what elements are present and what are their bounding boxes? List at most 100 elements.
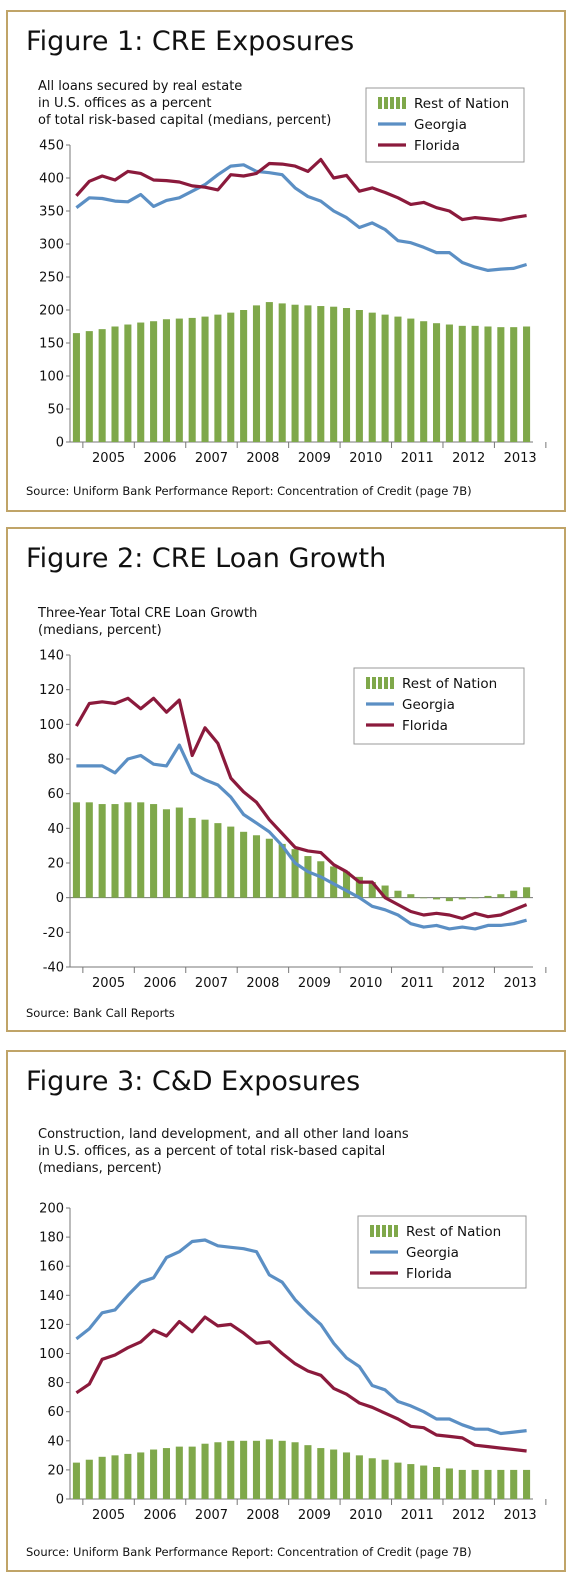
y-tick-label: 100 xyxy=(39,718,64,733)
bar-rest-of-nation xyxy=(445,324,453,442)
bar-rest-of-nation xyxy=(137,802,145,898)
x-tick-label: 2007 xyxy=(195,451,228,466)
legend-swatch-bars xyxy=(384,677,388,689)
bar-rest-of-nation xyxy=(98,1456,106,1499)
bar-rest-of-nation xyxy=(291,849,299,898)
bar-rest-of-nation xyxy=(497,1469,505,1499)
bar-rest-of-nation xyxy=(458,325,466,442)
figure-3-title: Figure 3: C&D Exposures xyxy=(26,1066,361,1097)
figure-3-panel: Figure 3: C&D Exposures Construction, la… xyxy=(6,1050,566,1572)
y-tick-label: 160 xyxy=(39,1260,64,1275)
x-tick-label: 2006 xyxy=(143,976,176,991)
line-florida xyxy=(75,1315,527,1453)
bar-rest-of-nation xyxy=(291,304,299,442)
subtitle-line: Three-Year Total CRE Loan Growth xyxy=(38,606,258,621)
bar-rest-of-nation xyxy=(381,1459,389,1499)
figure-2-title: Figure 2: CRE Loan Growth xyxy=(26,543,387,574)
bar-rest-of-nation xyxy=(381,314,389,442)
bar-rest-of-nation xyxy=(445,897,453,902)
y-tick-label: 0 xyxy=(56,436,64,451)
y-tick-label: 150 xyxy=(39,337,64,352)
legend-swatch-bars xyxy=(396,97,400,109)
legend-swatch-bars xyxy=(376,1225,380,1237)
bar-rest-of-nation xyxy=(471,325,479,442)
bar-rest-of-nation xyxy=(523,1469,531,1499)
bar-rest-of-nation xyxy=(72,1462,80,1499)
bar-rest-of-nation xyxy=(304,305,312,442)
figure-1-subtitle: All loans secured by real estate in U.S.… xyxy=(38,78,331,129)
bar-rest-of-nation xyxy=(137,1452,145,1499)
bar-rest-of-nation xyxy=(201,819,209,898)
x-tick-label: 2012 xyxy=(452,1508,485,1523)
subtitle-line: (medians, percent) xyxy=(38,1161,162,1176)
y-tick-label: 450 xyxy=(39,139,64,154)
y-tick-label: 100 xyxy=(39,1347,64,1362)
x-tick-label: 2010 xyxy=(349,976,382,991)
figure-3-subtitle: Construction, land development, and all … xyxy=(38,1126,409,1177)
x-tick-label: 2013 xyxy=(504,1508,537,1523)
y-tick-label: 0 xyxy=(56,1493,64,1508)
x-tick-label: 2011 xyxy=(401,451,434,466)
bar-rest-of-nation xyxy=(98,804,106,898)
bar-rest-of-nation xyxy=(355,310,363,442)
bar-rest-of-nation xyxy=(471,897,479,899)
bar-rest-of-nation xyxy=(471,1469,479,1499)
y-tick-label: 200 xyxy=(39,1202,64,1217)
bar-rest-of-nation xyxy=(317,1448,325,1499)
bar-rest-of-nation xyxy=(433,1466,441,1499)
bar-rest-of-nation xyxy=(188,317,196,442)
legend-label: Georgia xyxy=(406,1245,459,1261)
line-florida xyxy=(75,157,527,222)
line-georgia xyxy=(75,1238,527,1436)
figure-2-subtitle: Three-Year Total CRE Loan Growth (median… xyxy=(38,605,257,639)
bar-rest-of-nation xyxy=(240,831,248,898)
legend-label: Florida xyxy=(402,718,448,734)
bar-rest-of-nation xyxy=(124,324,132,442)
x-tick-label: 2008 xyxy=(246,451,279,466)
bar-rest-of-nation xyxy=(278,843,286,898)
bar-rest-of-nation xyxy=(484,895,492,898)
x-tick-label: 2008 xyxy=(246,1508,279,1523)
bar-rest-of-nation xyxy=(137,322,145,442)
bar-rest-of-nation xyxy=(458,1469,466,1499)
bar-rest-of-nation xyxy=(381,885,389,898)
bar-rest-of-nation xyxy=(227,826,235,898)
legend-swatch-bars xyxy=(384,97,388,109)
y-tick-label: 50 xyxy=(47,403,64,418)
x-tick-label: 2011 xyxy=(401,976,434,991)
bar-rest-of-nation xyxy=(368,312,376,442)
bar-rest-of-nation xyxy=(162,1448,170,1499)
y-tick-label: 80 xyxy=(47,753,64,768)
legend-swatch-bars xyxy=(382,1225,386,1237)
bar-rest-of-nation xyxy=(150,321,158,442)
legend-swatch-bars xyxy=(390,97,394,109)
bar-rest-of-nation xyxy=(510,890,518,898)
figure-2-panel: Figure 2: CRE Loan Growth Three-Year Tot… xyxy=(6,527,566,1032)
bar-rest-of-nation xyxy=(111,804,119,898)
figure-3-source: Source: Uniform Bank Performance Report:… xyxy=(26,1545,472,1559)
x-tick-label: 2009 xyxy=(298,1508,331,1523)
y-tick-label: 80 xyxy=(47,1376,64,1391)
legend-label: Georgia xyxy=(414,117,467,133)
bar-rest-of-nation xyxy=(124,1453,132,1499)
bar-rest-of-nation xyxy=(252,1440,261,1499)
bar-rest-of-nation xyxy=(98,329,106,442)
y-tick-label: 250 xyxy=(39,271,64,286)
bar-rest-of-nation xyxy=(317,306,325,442)
subtitle-line: in U.S. offices, as a percent of total r… xyxy=(38,1144,386,1159)
legend-label: Florida xyxy=(414,138,460,154)
figure-1-panel: Figure 1: CRE Exposures All loans secure… xyxy=(6,10,566,512)
bar-rest-of-nation xyxy=(72,802,80,898)
figure-2-source: Source: Bank Call Reports xyxy=(26,1006,175,1020)
bar-rest-of-nation xyxy=(278,303,286,442)
y-tick-label: 60 xyxy=(47,1405,64,1420)
bar-rest-of-nation xyxy=(214,823,222,898)
x-tick-label: 2006 xyxy=(143,1508,176,1523)
bar-rest-of-nation xyxy=(150,804,158,898)
bar-rest-of-nation xyxy=(342,308,351,442)
x-tick-label: 2005 xyxy=(92,1508,125,1523)
legend-label: Florida xyxy=(406,1266,452,1282)
x-tick-label: 2013 xyxy=(504,976,537,991)
legend-swatch-bars xyxy=(372,677,376,689)
bar-rest-of-nation xyxy=(124,802,132,898)
